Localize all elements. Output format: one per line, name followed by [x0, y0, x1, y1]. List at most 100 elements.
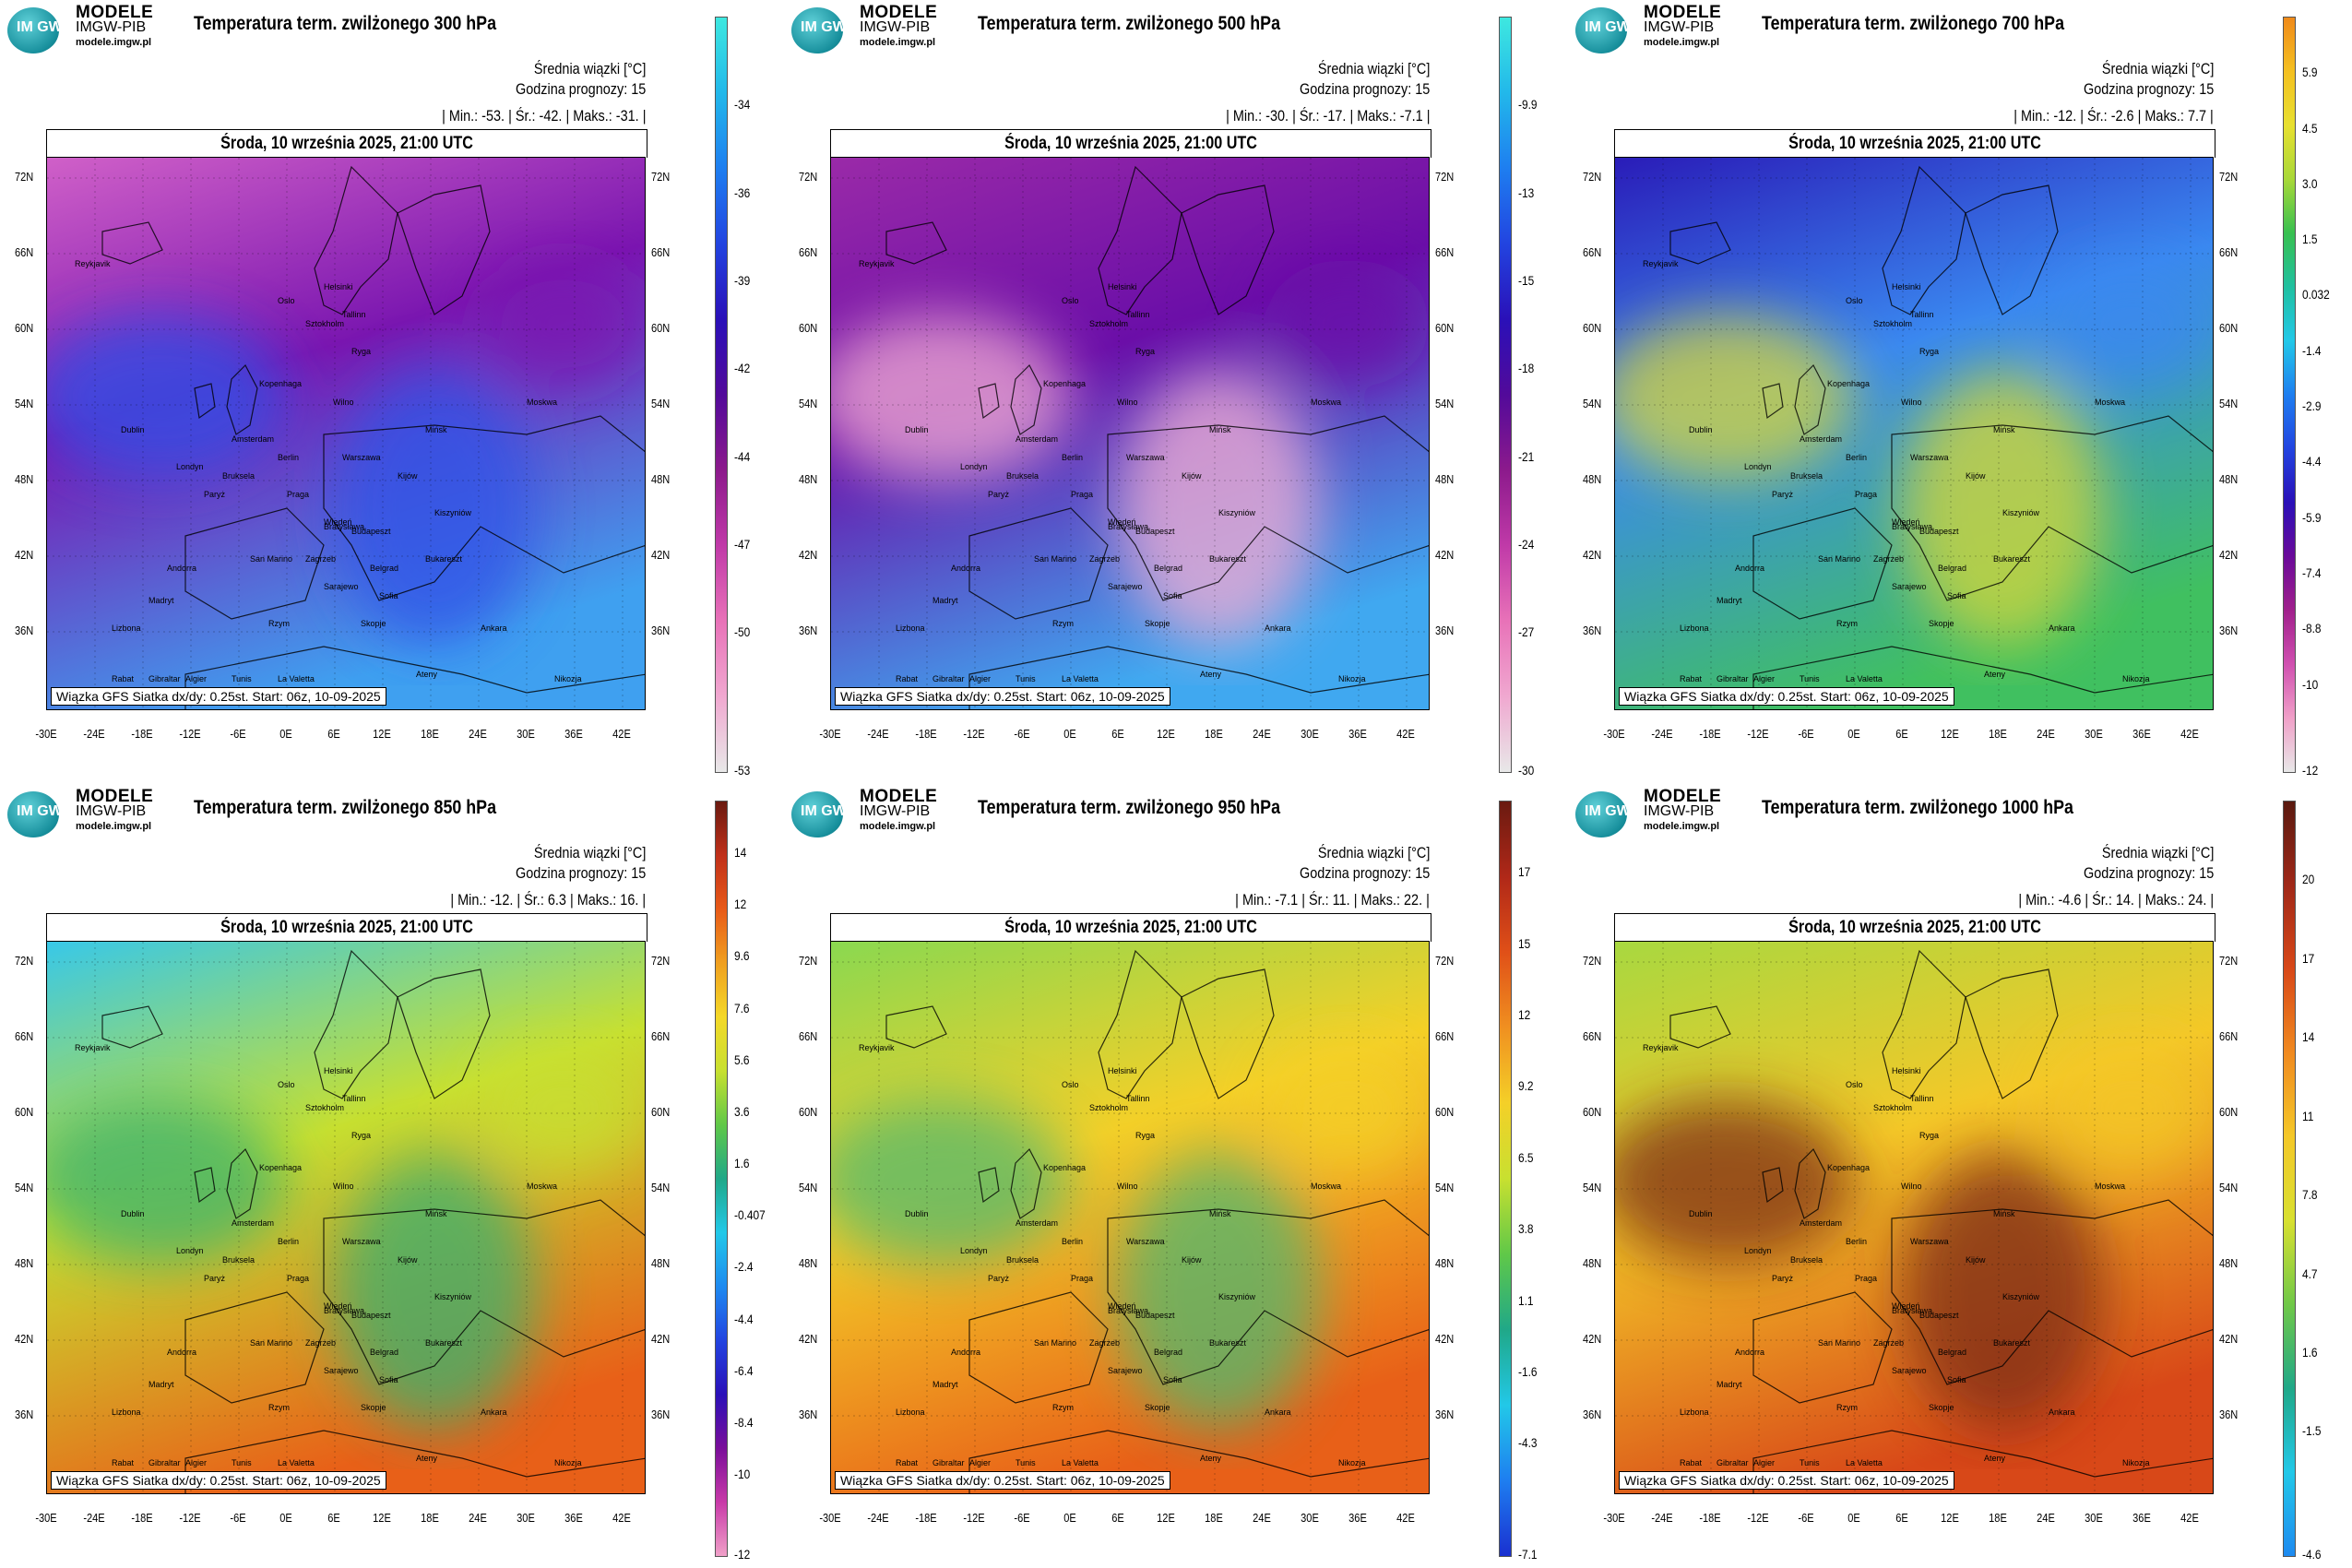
city-label: Paryż — [204, 1274, 226, 1283]
brand-url[interactable]: modele.imgw.pl — [1644, 821, 1720, 832]
logo-circle-icon — [7, 791, 59, 837]
city-label: Ankara — [1265, 624, 1291, 633]
map-area[interactable]: Oslo Helsinki Sztokholm Tallinn Ryga Kopenhag… — [46, 157, 646, 710]
lon-label: -12E — [963, 1511, 985, 1525]
lat-label-right: 60N — [2219, 321, 2239, 335]
lat-label-left: 72N — [799, 954, 818, 968]
lat-label-left: 36N — [799, 624, 818, 637]
avg-label: Średnia wiązki [°C] — [1317, 60, 1430, 77]
city-label: Ateny — [1984, 1454, 2006, 1463]
lat-label-right: 36N — [2219, 1408, 2239, 1421]
colorbar-tick: -4.4 — [734, 1311, 754, 1326]
colorbar-tick: -24 — [1518, 537, 1535, 552]
lon-label: 6E — [327, 727, 340, 741]
lon-label: -30E — [35, 1511, 57, 1525]
city-label: Bratysława — [1108, 522, 1149, 531]
lon-label: 36E — [564, 1511, 583, 1525]
lon-label: -24E — [1651, 727, 1673, 741]
date-bar: Środa, 10 września 2025, 21:00 UTC — [830, 129, 1431, 158]
city-label: Sarajewo — [324, 582, 359, 591]
city-label: Dublin — [905, 425, 929, 434]
map-area[interactable]: Oslo Helsinki Sztokholm Tallinn Ryga Kopenhag… — [1614, 941, 2214, 1494]
city-label: Helsinki — [324, 282, 353, 291]
lon-label: -24E — [83, 1511, 105, 1525]
city-label: Kiszyniów — [2002, 1292, 2040, 1301]
map-area[interactable]: Oslo Helsinki Sztokholm Tallinn Ryga Kopenhag… — [830, 941, 1430, 1494]
lon-label: 24E — [1253, 1511, 1271, 1525]
lon-label: 30E — [2085, 1511, 2103, 1525]
city-label: Paryż — [988, 490, 1010, 499]
map-area[interactable]: Oslo Helsinki Sztokholm Tallinn Ryga Kopenhag… — [830, 157, 1430, 710]
lon-label: 36E — [1348, 1511, 1367, 1525]
lat-label-right: 72N — [651, 954, 671, 968]
city-label: Paryż — [988, 1274, 1010, 1283]
city-label: Wilno — [1117, 1182, 1138, 1191]
city-label: Kopenhaga — [1043, 1163, 1087, 1172]
city-label: Ankara — [1265, 1408, 1291, 1417]
city-label: Reykjavik — [1643, 259, 1679, 268]
city-label: Londyn — [960, 462, 988, 471]
city-label: Nikozja — [2122, 1458, 2150, 1467]
lat-label-left: 42N — [1583, 1332, 1602, 1346]
lat-label-right: 60N — [1435, 1105, 1455, 1119]
city-label: Algier — [969, 1458, 992, 1467]
city-label: Tallinn — [1910, 1094, 1934, 1103]
date-label: Środa, 10 września 2025, 21:00 UTC — [1788, 134, 2041, 153]
lon-label: 12E — [373, 727, 391, 741]
city-label: Kiszyniów — [434, 508, 472, 517]
city-label: Kijów — [1966, 471, 1986, 481]
city-label: Ryga — [351, 1131, 372, 1140]
lat-label-left: 66N — [799, 1029, 818, 1043]
coastline — [101, 221, 163, 265]
city-label: Helsinki — [1892, 282, 1921, 291]
coastline — [1965, 184, 2059, 315]
coastline — [184, 1291, 325, 1404]
footer-note: Wiązka GFS Siatka dx/dy: 0.25st. Start: … — [51, 1471, 386, 1490]
city-label: Oslo — [278, 1080, 295, 1089]
logo-text: IM GW — [17, 19, 63, 35]
city-label: Gibraltar — [1716, 674, 1749, 683]
colorbar-tick: -18 — [1518, 361, 1535, 376]
coastline — [1669, 221, 1731, 265]
coastline — [1752, 1430, 2213, 1493]
city-label: Moskwa — [1311, 1182, 1342, 1191]
city-label: Tunis — [1016, 674, 1036, 683]
city-label: Helsinki — [1108, 282, 1137, 291]
lon-label: 36E — [564, 727, 583, 741]
lat-label-left: 54N — [1583, 397, 1602, 410]
map-area[interactable]: Oslo Helsinki Sztokholm Tallinn Ryga Kopenhag… — [46, 941, 646, 1494]
brand-url[interactable]: modele.imgw.pl — [76, 37, 152, 48]
coastline — [1752, 507, 1893, 620]
lon-label: -24E — [867, 1511, 889, 1525]
brand-url[interactable]: modele.imgw.pl — [860, 37, 936, 48]
map-area[interactable]: Oslo Helsinki Sztokholm Tallinn Ryga Kopenhag… — [1614, 157, 2214, 710]
colorbar-tick: -8.8 — [2302, 621, 2322, 636]
lon-label: 24E — [2037, 1511, 2055, 1525]
lat-label-right: 42N — [651, 548, 671, 562]
colorbar-tick: -53 — [734, 763, 751, 778]
city-label: Nikozja — [2122, 674, 2150, 683]
colorbar-tick: 14 — [734, 845, 747, 861]
city-label: Mińsk — [1209, 425, 1231, 434]
brand-url[interactable]: modele.imgw.pl — [860, 821, 936, 832]
city-label: Wiedeń — [1108, 1301, 1136, 1311]
brand-url[interactable]: modele.imgw.pl — [76, 821, 152, 832]
lat-label-right: 36N — [651, 624, 671, 637]
avg-label: Średnia wiązki [°C] — [533, 60, 646, 77]
coastline — [968, 1291, 1109, 1404]
city-label: Bruksela — [1006, 1255, 1039, 1265]
colorbar-tick: -34 — [734, 97, 751, 113]
lon-label: -18E — [131, 1511, 153, 1525]
brand-url[interactable]: modele.imgw.pl — [1644, 37, 1720, 48]
lon-label: 42E — [2180, 727, 2199, 741]
lat-label-left: 48N — [799, 472, 818, 486]
lon-label: 30E — [1301, 1511, 1319, 1525]
city-label: Ryga — [1135, 347, 1156, 356]
city-label: Rabat — [1680, 1458, 1703, 1467]
lat-label-left: 48N — [15, 472, 34, 486]
info-block: Średnia wiązki [°C] Godzina prognozy: 15 — [2084, 843, 2214, 884]
stats-line: | Min.: -4.6 | Śr.: 14. | Maks.: 24. | — [2018, 891, 2214, 909]
city-label: Kijów — [398, 1255, 418, 1265]
map-field — [831, 942, 1429, 1493]
lat-label-left: 72N — [1583, 954, 1602, 968]
